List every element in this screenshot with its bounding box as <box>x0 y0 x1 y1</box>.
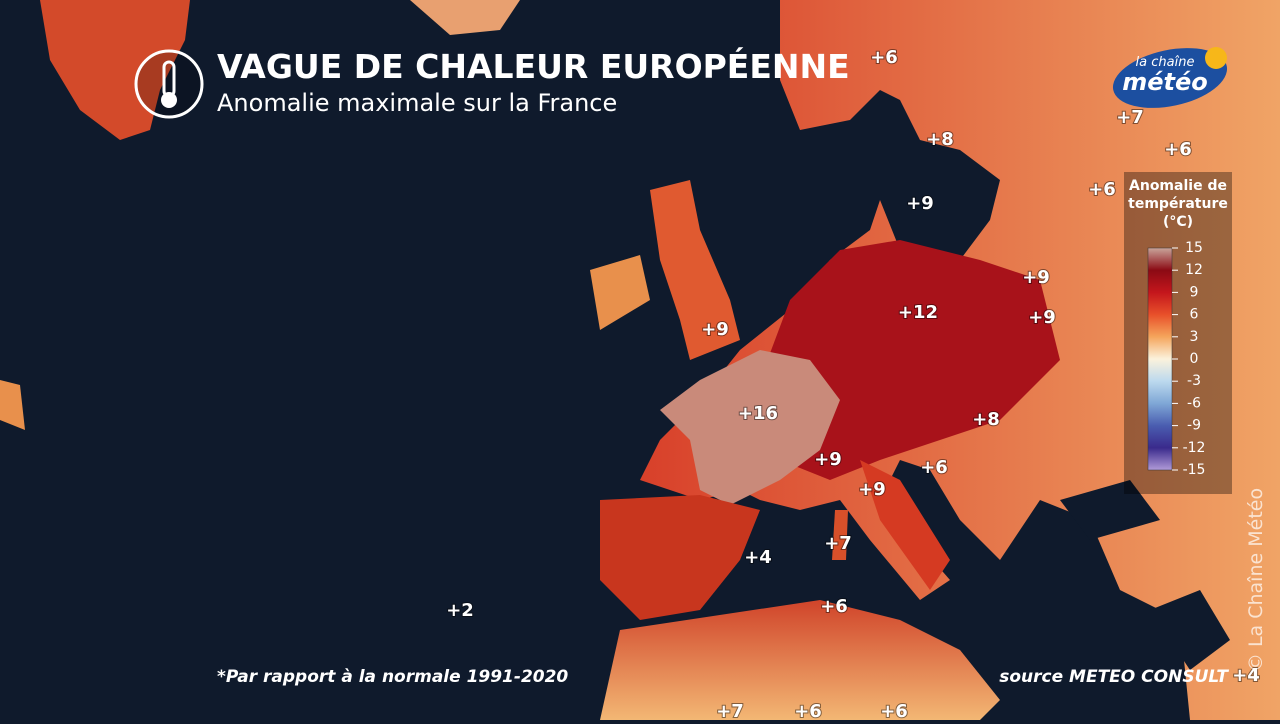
map-label: +6 <box>794 701 822 720</box>
legend-title: (°C) <box>1163 214 1193 230</box>
legend-tick-label: -12 <box>1183 440 1206 456</box>
legend-tick-label: 0 <box>1190 351 1199 367</box>
title-badge <box>134 49 204 119</box>
map-label: +8 <box>972 409 1000 430</box>
map-label: +6 <box>820 596 848 617</box>
map-labels: +6 +8 +9 +7 +6 +6 +9 +9 +12 +9 +16 +8 +9 +6 +9 +7 +4 +2 +6… <box>445 46 1261 723</box>
map-label: +9 <box>1028 307 1056 328</box>
legend-tick-label: 6 <box>1190 307 1199 323</box>
legend-tick-label: 15 <box>1185 240 1203 256</box>
map-label: +6 <box>1088 179 1116 200</box>
map-label: +8 <box>926 129 954 150</box>
map-label: +6 <box>920 457 948 478</box>
map-label: +16 <box>738 403 778 424</box>
legend-tick-label: 12 <box>1185 262 1203 278</box>
legend-tick-label: 9 <box>1190 284 1199 300</box>
legend-title: température <box>1128 196 1228 212</box>
watermark: © La Chaîne Météo <box>1245 488 1267 672</box>
subtitle: Anomalie maximale sur la France <box>217 89 617 117</box>
logo-top: la chaîne <box>1136 55 1195 70</box>
legend-tick-label: -6 <box>1187 395 1201 411</box>
map-label: +9 <box>1022 267 1050 288</box>
legend: Anomalie de température (°C) 15 12 9 6 3 0 -3 -6 -9… <box>1124 172 1232 494</box>
legend-tick-label: -9 <box>1187 418 1201 434</box>
legend-tick-label: -15 <box>1183 462 1206 478</box>
map-label: +9 <box>814 449 842 470</box>
map-label: +4 <box>744 547 772 568</box>
map-label: +6 <box>870 47 898 68</box>
map-label: +7 <box>824 533 852 554</box>
map-label: +4 <box>1232 665 1260 686</box>
legend-tick-label: 3 <box>1190 329 1199 345</box>
map-label: +6 <box>880 701 908 720</box>
map-label: +2 <box>446 600 474 621</box>
legend-title: Anomalie de <box>1129 178 1227 194</box>
title: VAGUE DE CHALEUR EUROPÉENNE <box>217 46 850 86</box>
map-label: +6 <box>1164 139 1192 160</box>
source: source METEO CONSULT <box>999 667 1229 687</box>
legend-tick-label: -3 <box>1187 373 1201 389</box>
map-label: +9 <box>906 193 934 214</box>
footnote: *Par rapport à la normale 1991-2020 <box>217 667 568 687</box>
map-label: +7 <box>1116 107 1144 128</box>
map-label: +9 <box>701 319 729 340</box>
logo-bottom: météo <box>1122 68 1208 96</box>
map-label: +7 <box>716 701 744 720</box>
map-label: +9 <box>858 479 886 500</box>
logo: la chaîne météo <box>1112 47 1228 108</box>
map-label: +12 <box>898 302 938 323</box>
